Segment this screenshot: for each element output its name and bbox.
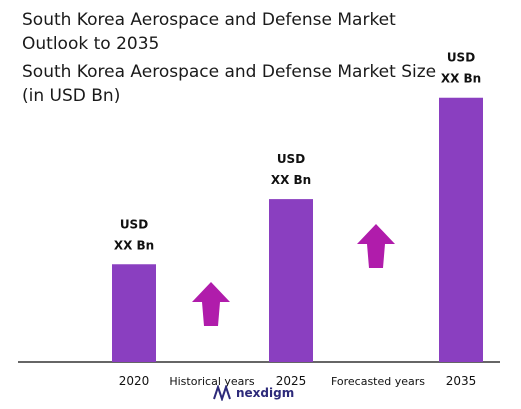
brand-logo: nexdigm <box>212 385 294 401</box>
bar-2035 <box>439 97 483 363</box>
chart-title: South Korea Aerospace and Defense Market… <box>22 10 396 54</box>
data-label-2035-2: XX Bn <box>441 72 481 86</box>
annotation-label-2: Forecasted years <box>331 375 425 388</box>
brand-name: nexdigm <box>236 386 295 400</box>
data-label-2035-1: USD <box>447 51 475 65</box>
data-label-2020-2: XX Bn <box>114 238 154 252</box>
data-label-2025-2: XX Bn <box>271 173 311 187</box>
x-tick-label-2025: 2025 <box>276 374 307 388</box>
annotation-label-1: Historical years <box>169 375 255 388</box>
bar-2020 <box>112 264 156 362</box>
up-arrow-icon <box>192 282 230 326</box>
x-tick-label-2020: 2020 <box>119 374 150 388</box>
nexdigm-logo-icon <box>213 385 231 401</box>
x-tick-label-2035: 2035 <box>446 374 477 388</box>
up-arrow-icon <box>357 224 395 268</box>
bar-2025 <box>269 199 313 362</box>
chart-subtitle: South Korea Aerospace and Defense Market… <box>22 62 437 106</box>
data-label-2025-1: USD <box>277 152 305 166</box>
data-label-2020-1: USD <box>120 217 148 231</box>
